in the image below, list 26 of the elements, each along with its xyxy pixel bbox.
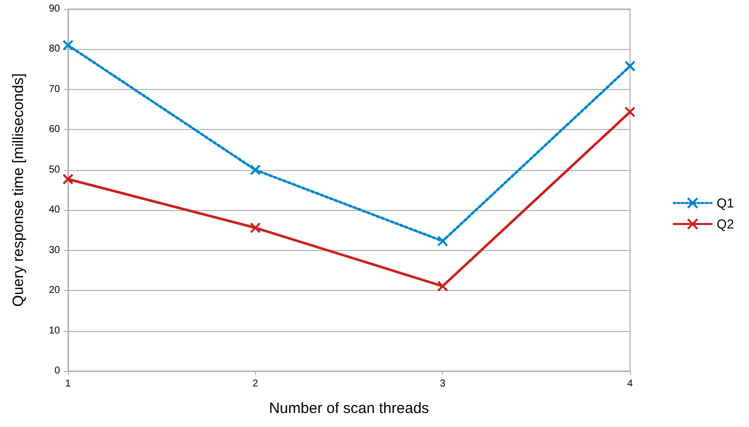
point bbox=[250, 164, 261, 176]
legend-label: Q2 bbox=[716, 216, 734, 232]
point bbox=[250, 222, 261, 234]
y-tick-label: 0 bbox=[54, 366, 60, 376]
y-tick-label: 90 bbox=[48, 4, 60, 14]
point bbox=[62, 174, 74, 185]
legend-label: Q1 bbox=[716, 196, 734, 210]
point bbox=[62, 40, 74, 51]
y-tick-label: 60 bbox=[48, 124, 60, 136]
point bbox=[624, 106, 636, 118]
y-tick-label: 20 bbox=[48, 285, 60, 296]
x-axis-title: Number of scan threads bbox=[268, 400, 430, 417]
x-tick-label: 2 bbox=[252, 378, 259, 390]
x-tick-label: 1 bbox=[65, 378, 72, 390]
x-tick-label: 4 bbox=[627, 378, 634, 390]
y-tick-label: 80 bbox=[48, 44, 60, 55]
y-axis-title: Query response time [milliseconds] bbox=[10, 73, 27, 307]
y-tick-label: 10 bbox=[48, 325, 60, 336]
y-tick-label: 40 bbox=[48, 204, 60, 216]
y-tick-label: 70 bbox=[48, 84, 60, 95]
x-tick-label: 3 bbox=[440, 378, 446, 390]
y-tick-label: 30 bbox=[48, 244, 60, 256]
point bbox=[437, 280, 448, 292]
point bbox=[437, 236, 448, 247]
point bbox=[624, 60, 636, 72]
y-tick-label: 50 bbox=[48, 164, 60, 176]
